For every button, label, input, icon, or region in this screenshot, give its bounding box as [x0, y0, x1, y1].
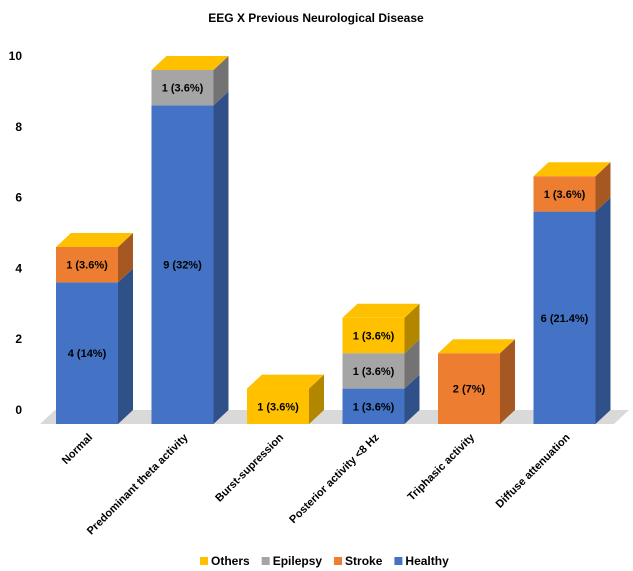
data-label: 6 (21.4%): [541, 313, 589, 325]
data-label: 2 (7%): [453, 384, 486, 396]
bar-stack: 2 (7%): [438, 339, 515, 424]
data-label: 1 (3.6%): [162, 83, 204, 95]
x-tick-label: Diffuse attenuation: [494, 431, 573, 510]
y-tick-label: 10: [9, 49, 23, 63]
legend-item: Epilepsy: [262, 554, 323, 568]
bar-stack: 9 (32%) 1 (3.6%): [152, 56, 229, 424]
data-label: 1 (3.6%): [66, 260, 108, 272]
x-tick-label: Predominant theta activity: [85, 431, 191, 537]
bar-side: [214, 91, 229, 424]
bar-stack: 1 (3.6%): [247, 375, 324, 424]
legend-label: Stroke: [345, 554, 383, 568]
bar-stack: 4 (14%) 1 (3.6%): [56, 233, 133, 424]
x-tick-label: Triphasic activity: [406, 431, 478, 503]
data-label: 1 (3.6%): [353, 331, 395, 343]
bar-stack: 6 (21.4%) 1 (3.6%): [534, 162, 611, 424]
data-label: 9 (32%): [163, 260, 202, 272]
bar-side: [118, 268, 133, 424]
y-tick-label: 0: [15, 403, 22, 417]
x-tick-label: Burst-supression: [213, 431, 286, 504]
data-label: 1 (3.6%): [257, 401, 299, 413]
y-tick-label: 6: [15, 191, 22, 205]
legend-swatch: [200, 557, 208, 565]
data-label: 4 (14%): [68, 348, 107, 360]
legend-item: Healthy: [394, 554, 449, 568]
y-tick-label: 4: [15, 261, 22, 275]
data-label: 1 (3.6%): [353, 366, 395, 378]
legend-label: Others: [211, 554, 250, 568]
legend: Others Epilepsy Stroke Healthy: [200, 554, 449, 568]
bar-stack: 1 (3.6%) 1 (3.6%) 1 (3.6%): [343, 304, 420, 424]
legend-swatch: [262, 557, 270, 565]
data-label: 1 (3.6%): [353, 401, 395, 413]
y-tick-label: 8: [15, 120, 22, 134]
legend-label: Epilepsy: [273, 554, 323, 568]
y-tick-label: 2: [15, 332, 22, 346]
chart-title: EEG X Previous Neurological Disease: [208, 11, 424, 25]
legend-swatch: [334, 557, 342, 565]
legend-swatch: [394, 557, 402, 565]
x-tick-label: Normal: [60, 432, 95, 467]
plot-area: 4 (14%)1 (3.6%) 9 (32%)1 (3.6%)1 (3.6%) 1 …: [56, 56, 611, 424]
data-label: 1 (3.6%): [544, 189, 586, 201]
bar-side: [596, 198, 611, 424]
x-tick-label: Posterior activity <8 Hz: [287, 431, 382, 526]
legend-item: Others: [200, 554, 250, 568]
legend-label: Healthy: [405, 554, 449, 568]
legend-item: Stroke: [334, 554, 383, 568]
y-axis: 0 2 4 6 8 10: [9, 49, 23, 417]
bar-side: [500, 339, 515, 424]
